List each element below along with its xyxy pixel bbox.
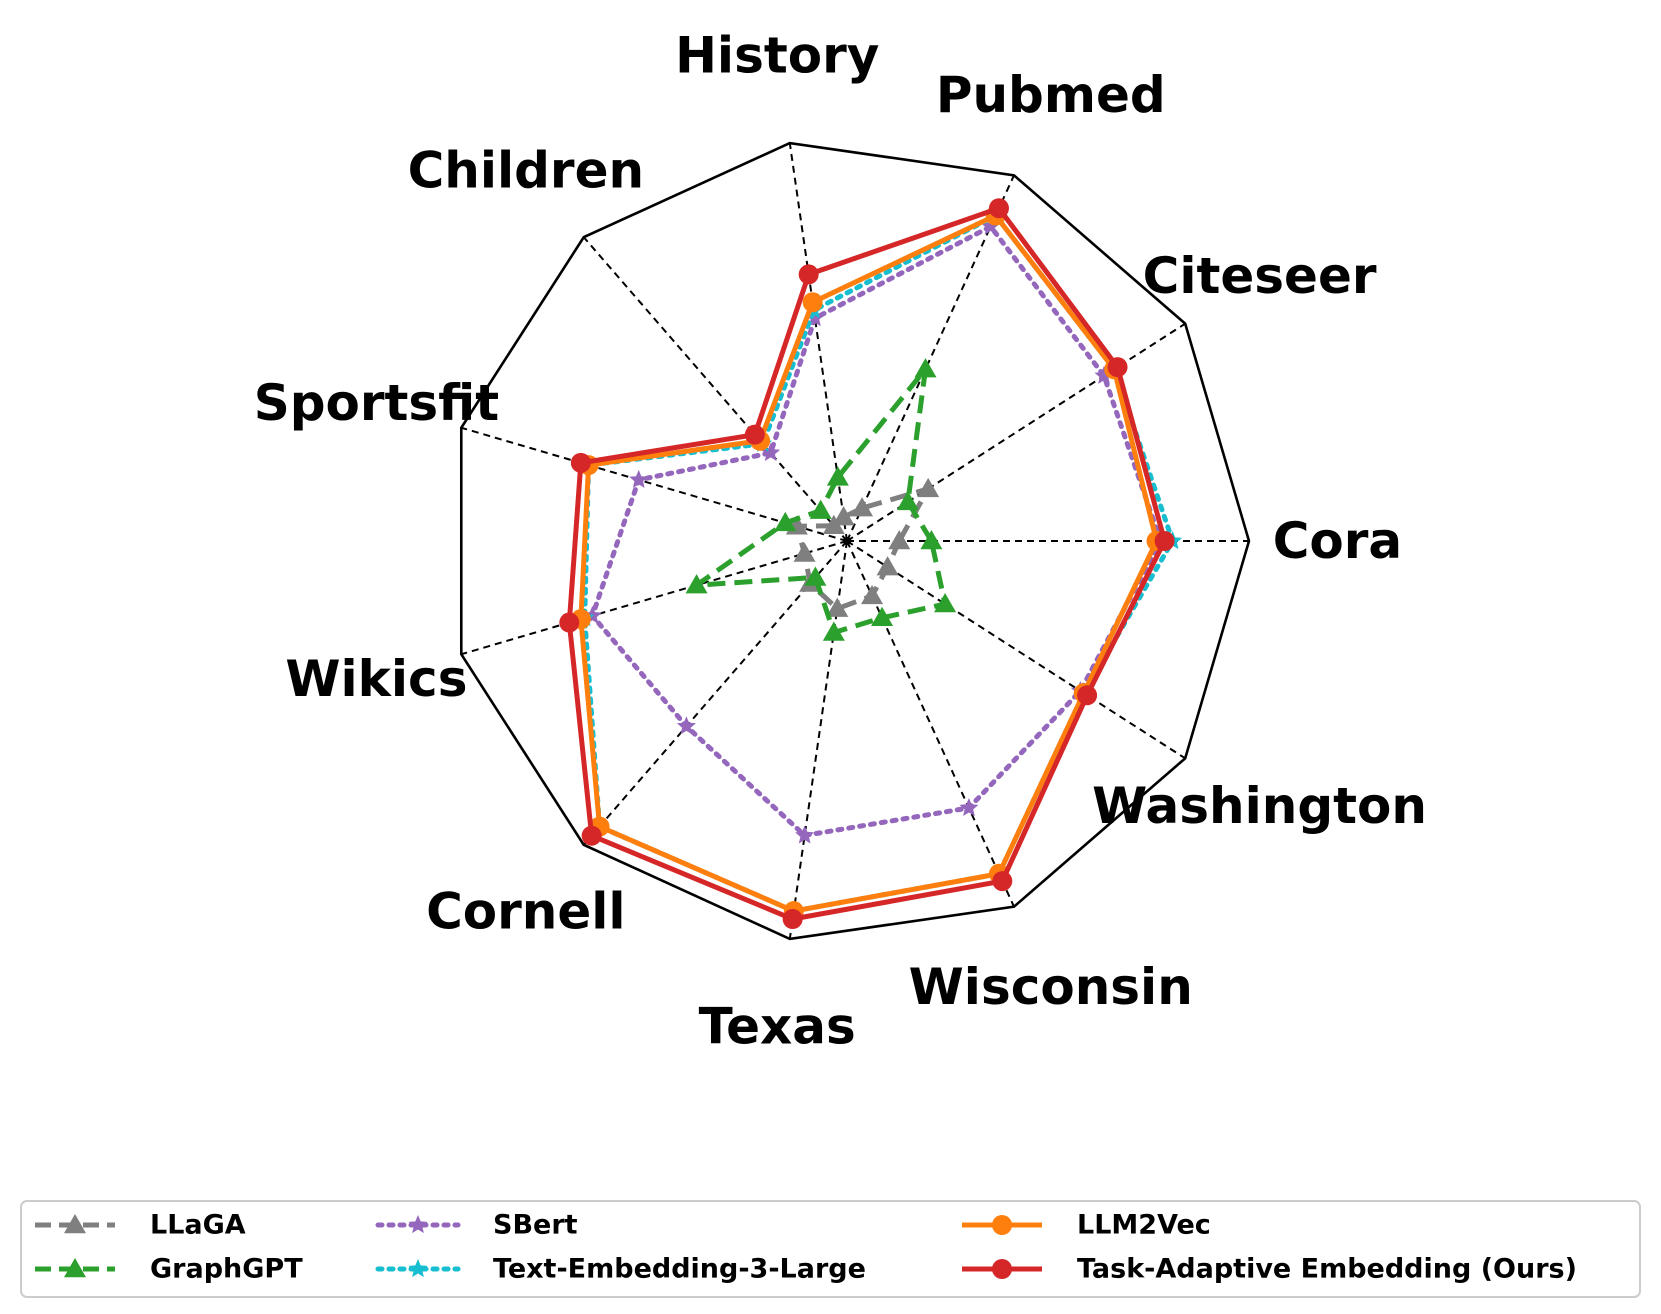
axis-label-texas: Texas [699,997,856,1055]
legend-label-llaga: LLaGA [150,1210,246,1241]
legend-label-sbert: SBert [493,1210,578,1241]
point-sbert-pubmed [981,216,1001,235]
legend-marker-graphgpt [64,1258,86,1278]
legend-marker-llm2vec [992,1215,1012,1235]
point-sbert-wisconsin [959,797,979,817]
legend-item-sbert: SBert [375,1210,578,1241]
point-sbert-children [761,442,781,461]
legend-item-text-embedding-3-large: Text-Embedding-3-Large [375,1254,866,1285]
point-llaga-history [832,506,855,526]
point-llaga-pubmed [851,497,874,517]
point-graphgpt-history [826,466,849,486]
legend-item-llm2vec: LLM2Vec [962,1210,1211,1241]
series-line-graphgpt [694,366,948,636]
axis-label-pubmed: Pubmed [936,66,1166,124]
point-task-adaptive-embedding-ours-history [798,264,819,285]
point-sbert-citeseer [1094,365,1114,384]
legend: LLaGA GraphGPT SBert Text-Embedding-3-Large… [20,1200,1641,1298]
axis-label-history: History [675,27,879,85]
point-task-adaptive-embedding-ours-sportsfit [570,452,591,473]
series-task-adaptive-embedding-ours [559,198,1175,930]
point-graphgpt-cornell [804,566,827,586]
point-graphgpt-wikics [685,574,708,594]
legend-label-llm2vec: LLM2Vec [1077,1210,1211,1241]
series-layer [559,198,1183,930]
axis-label-cornell: Cornell [426,883,626,941]
point-llaga-wisconsin [861,584,884,605]
legend-label-text-embedding-3-large: Text-Embedding-3-Large [493,1254,866,1285]
legend-marker-text-embedding-3-large [408,1259,428,1278]
axis-label-children: Children [408,141,645,199]
point-llaga-citeseer [917,477,940,498]
point-llaga-texas [826,597,849,617]
axis-label-sportsfit: Sportsfit [254,374,499,432]
axis-labels: Cora Citeseer Pubmed History Children Sportsf… [254,27,1427,1056]
legend-marker-llaga [64,1214,86,1234]
legend-label-graphgpt: GraphGPT [150,1254,303,1285]
point-graphgpt-pubmed [914,358,937,378]
axis-label-citeseer: Citeseer [1143,247,1377,305]
spoke-wikics [461,540,848,656]
point-graphgpt-sportsfit [774,511,797,532]
series-llaga [785,477,940,617]
point-sbert-texas [795,825,815,844]
point-task-adaptive-embedding-ours-children [744,424,765,445]
point-llaga-wikics [793,542,816,562]
point-sbert-cornell [676,716,696,735]
point-task-adaptive-embedding-ours-cornell [581,825,602,846]
point-graphgpt-children [809,499,832,519]
point-task-adaptive-embedding-ours-wisconsin [992,871,1013,892]
point-sbert-sportsfit [629,469,649,488]
point-task-adaptive-embedding-ours-citeseer [1107,357,1128,378]
point-task-adaptive-embedding-ours-cora [1154,531,1175,551]
legend-item-task-adaptive-embedding-ours: Task-Adaptive Embedding (Ours) [962,1254,1577,1285]
point-llaga-children [822,514,845,535]
legend-item-llaga: LLaGA [35,1210,246,1241]
point-graphgpt-washington [934,593,957,613]
axis-label-cora: Cora [1273,512,1402,570]
point-graphgpt-texas [822,621,845,641]
point-graphgpt-citeseer [896,490,919,511]
point-task-adaptive-embedding-ours-wikics [559,612,580,633]
point-task-adaptive-embedding-ours-washington [1077,685,1098,706]
legend-marker-task-adaptive-embedding-ours [992,1259,1012,1279]
point-llm2vec-history [802,292,823,313]
point-llaga-cora [888,530,911,550]
spoke-washington [846,540,1186,760]
series-graphgpt [685,358,957,641]
point-graphgpt-wisconsin [871,606,894,627]
point-task-adaptive-embedding-ours-texas [782,909,803,930]
legend-label-task-adaptive-embedding-ours: Task-Adaptive Embedding (Ours) [1077,1254,1577,1285]
point-llaga-washington [876,556,899,576]
axis-label-wikics: Wikics [285,650,467,708]
axis-label-washington: Washington [1092,777,1427,835]
series-line-task-adaptive-embedding-ours [566,205,1168,922]
series-line-llm2vec [578,213,1160,914]
spoke-children [582,236,848,542]
legend-marker-sbert [408,1215,428,1234]
spoke-pubmed [846,174,1015,542]
point-graphgpt-cora [920,530,943,550]
axis-label-wisconsin: Wisconsin [909,958,1193,1016]
series-line-sbert [589,224,1164,838]
radar-center [843,537,851,545]
radar-outer-frame [459,141,1251,941]
legend-item-graphgpt: GraphGPT [35,1254,303,1285]
series-sbert [582,216,1171,844]
point-task-adaptive-embedding-ours-pubmed [988,198,1009,219]
